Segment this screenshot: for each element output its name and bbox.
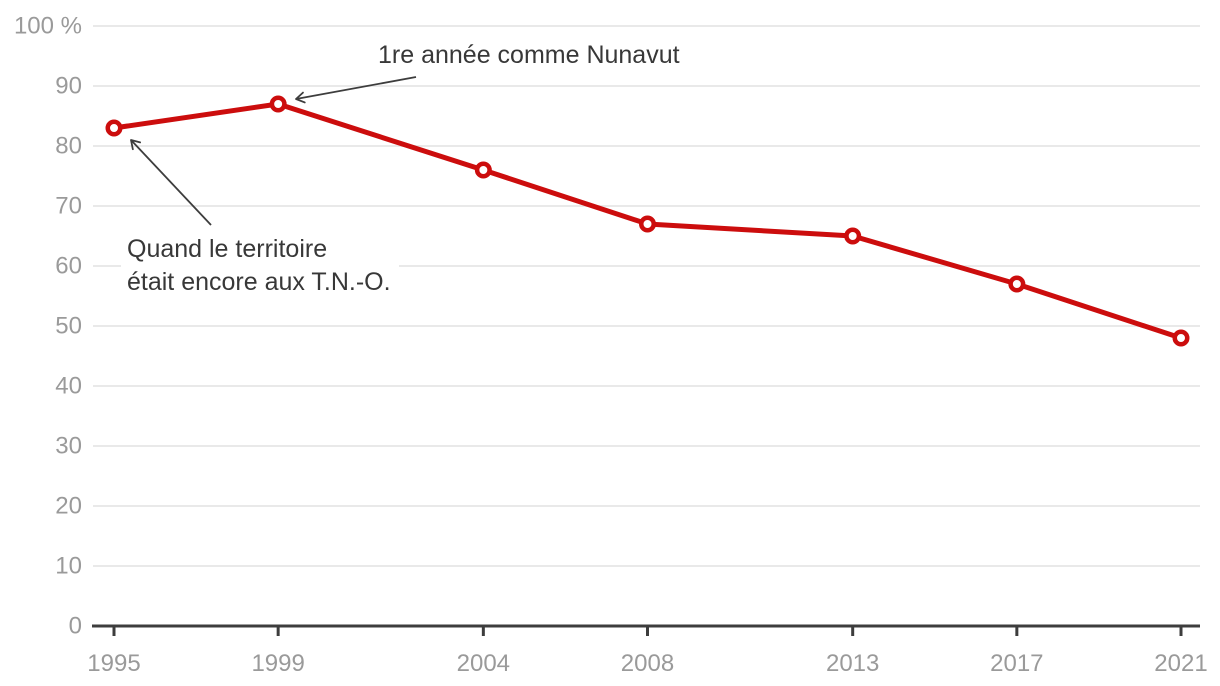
y-tick-label: 90: [55, 73, 82, 100]
data-point: [1172, 329, 1190, 347]
y-axis-labels: 0 10 20 30 40 50 60 70 80 90 100 %: [14, 13, 82, 640]
annotation-halo: [121, 229, 399, 301]
x-tick-label: 2008: [621, 650, 674, 677]
x-tick-label: 2021: [1154, 650, 1207, 677]
data-point: [639, 215, 656, 233]
data-point: [474, 161, 492, 179]
x-tick-label: 1995: [87, 650, 140, 677]
annotation-text: était encore aux T.N.-O.: [127, 268, 391, 296]
annotation-text: 1re année comme Nunavut: [378, 41, 680, 69]
data-point: [269, 95, 287, 113]
x-tick-label: 2017: [990, 650, 1043, 677]
x-axis: [92, 624, 1200, 636]
y-tick-label: 70: [55, 193, 82, 220]
y-tick-label: 0: [69, 613, 82, 640]
y-tick-label: 100 %: [14, 13, 82, 40]
data-point: [844, 227, 862, 245]
y-tick-label: 30: [55, 433, 82, 460]
annotation-arrow: [295, 76, 417, 104]
y-tick-label: 50: [55, 313, 82, 340]
annotation-arrow: [130, 139, 212, 226]
x-tick-label: 1999: [251, 650, 304, 677]
y-tick-label: 40: [55, 373, 82, 400]
y-tick-label: 60: [55, 253, 82, 280]
x-tick-label: 2013: [826, 650, 879, 677]
data-point: [105, 119, 123, 137]
x-tick-label: 2004: [457, 650, 510, 677]
annotations: 1re année comme Nunavut Quand le territoi…: [121, 38, 683, 301]
y-tick-label: 20: [55, 493, 82, 520]
y-tick-label: 10: [55, 553, 82, 580]
data-point: [1008, 275, 1026, 293]
annotation-text: Quand le territoire: [127, 235, 327, 263]
x-axis-labels: 1995 1999 2004 2008 2013 2017 2021: [87, 650, 1207, 677]
y-tick-label: 80: [55, 133, 82, 160]
data-series: [105, 95, 1190, 347]
